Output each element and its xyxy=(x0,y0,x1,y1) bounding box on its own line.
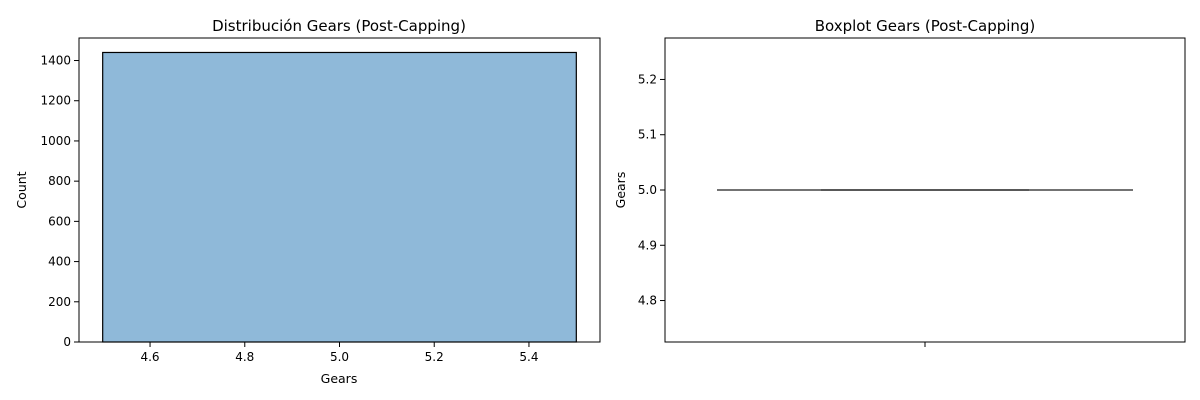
histogram-y-tick-label: 800 xyxy=(48,174,71,188)
histogram-x-tick-label: 5.4 xyxy=(519,350,538,364)
boxplot-y-tick-label: 5.2 xyxy=(638,72,657,86)
histogram-chart: Distribución Gears (Post-Capping) 4.6 4.8… xyxy=(14,17,601,386)
histogram-y-tick-label: 0 xyxy=(63,335,71,349)
boxplot-y-tick-label: 5.0 xyxy=(638,183,657,197)
histogram-x-tick-label: 5.0 xyxy=(330,350,349,364)
boxplot-y-tick-label: 5.1 xyxy=(638,128,657,142)
histogram-y-tick-label: 1400 xyxy=(40,54,71,68)
histogram-y-tick-label: 200 xyxy=(48,295,71,309)
boxplot-y-axis-label: Gears xyxy=(613,172,628,209)
histogram-title: Distribución Gears (Post-Capping) xyxy=(212,17,466,35)
histogram-x-tick-label: 4.8 xyxy=(235,350,254,364)
histogram-x-tick-label: 4.6 xyxy=(140,350,159,364)
boxplot-y-tick-label: 4.8 xyxy=(638,294,657,308)
histogram-x-tick-label: 5.2 xyxy=(425,350,444,364)
histogram-y-tick-label: 400 xyxy=(48,255,71,269)
histogram-y-tick-label: 1200 xyxy=(40,94,71,108)
histogram-y-axis-label: Count xyxy=(14,171,29,208)
boxplot-title: Boxplot Gears (Post-Capping) xyxy=(815,17,1036,35)
histogram-x-axis-label: Gears xyxy=(321,371,358,386)
boxplot-y-tick-label: 4.9 xyxy=(638,238,657,252)
boxplot-chart: Boxplot Gears (Post-Capping) 4.8 4.9 5.0 5.… xyxy=(613,17,1186,347)
histogram-y-tick-label: 1000 xyxy=(40,134,71,148)
histogram-y-tick-label: 600 xyxy=(48,214,71,228)
histogram-bar-0 xyxy=(102,51,577,343)
